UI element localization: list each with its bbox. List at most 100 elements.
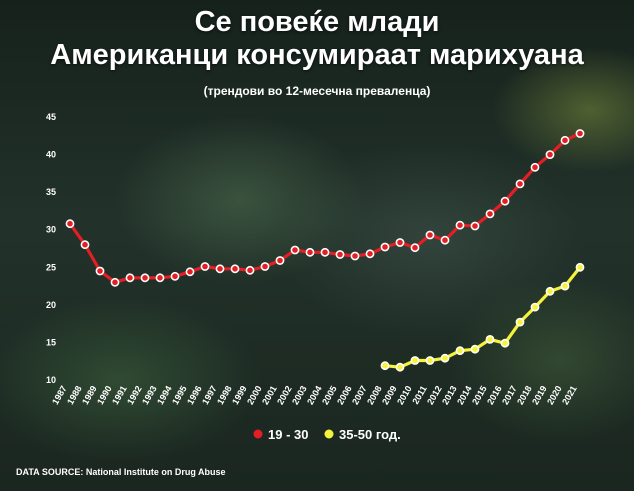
x-tick-label: 1996 bbox=[185, 384, 204, 406]
data-point bbox=[455, 346, 465, 356]
x-tick-label: 2019 bbox=[530, 384, 549, 406]
x-tick-label: 2000 bbox=[245, 384, 264, 406]
x-tick-label: 2004 bbox=[305, 384, 324, 406]
data-source-note: DATA SOURCE: National Institute on Drug … bbox=[16, 467, 226, 477]
data-point bbox=[125, 273, 135, 283]
data-point bbox=[485, 334, 495, 344]
x-tick-label: 2014 bbox=[455, 384, 474, 406]
data-point bbox=[320, 247, 330, 257]
data-point bbox=[470, 221, 480, 231]
data-point bbox=[185, 267, 195, 277]
data-point bbox=[200, 262, 210, 271]
data-point bbox=[170, 271, 180, 281]
x-tick-label: 2008 bbox=[365, 384, 384, 406]
x-tick-label: 2013 bbox=[440, 384, 459, 406]
data-point bbox=[380, 242, 390, 252]
y-tick-label: 45 bbox=[46, 112, 56, 122]
y-tick-label: 40 bbox=[46, 150, 56, 160]
data-point bbox=[380, 361, 390, 371]
data-point bbox=[395, 238, 405, 247]
x-tick-label: 2005 bbox=[320, 384, 339, 406]
data-point bbox=[110, 277, 120, 287]
data-point bbox=[560, 281, 570, 291]
data-point bbox=[440, 353, 450, 363]
x-tick-label: 2016 bbox=[485, 384, 504, 406]
data-point bbox=[515, 179, 525, 189]
y-tick-label: 25 bbox=[46, 262, 56, 272]
x-tick-label: 2010 bbox=[395, 384, 414, 406]
data-point bbox=[140, 273, 150, 283]
data-point bbox=[290, 245, 300, 255]
data-point bbox=[260, 262, 270, 271]
x-tick-label: 1997 bbox=[200, 384, 219, 406]
data-point bbox=[455, 220, 465, 230]
chart-title-line-2: Американци консумираат марихуана bbox=[50, 39, 584, 71]
data-point bbox=[410, 243, 420, 253]
x-tick-label: 2020 bbox=[545, 384, 564, 406]
legend-label: 35-50 год. bbox=[339, 427, 401, 442]
x-tick-label: 2002 bbox=[275, 384, 294, 406]
x-tick-label: 1990 bbox=[95, 384, 114, 406]
chart-subtitle: (трендови во 12-месечна преваленца) bbox=[203, 84, 431, 98]
series-1 bbox=[65, 129, 585, 287]
data-point bbox=[335, 250, 345, 259]
y-tick-label: 35 bbox=[46, 187, 56, 197]
data-point bbox=[575, 129, 585, 138]
data-point bbox=[425, 356, 435, 365]
data-point bbox=[350, 251, 360, 261]
data-point bbox=[245, 265, 255, 275]
data-point bbox=[530, 302, 540, 312]
x-tick-label: 1995 bbox=[170, 384, 189, 406]
chart-title: Се повеќе млади Американци консумираат ма… bbox=[0, 6, 634, 72]
data-point bbox=[500, 196, 510, 206]
data-point bbox=[485, 209, 495, 219]
data-point bbox=[215, 264, 225, 274]
y-tick-label: 15 bbox=[46, 337, 56, 347]
data-point bbox=[230, 264, 240, 274]
x-tick-label: 2021 bbox=[560, 384, 579, 406]
chart-title-line-1: Се повеќе млади bbox=[194, 6, 440, 38]
series-layer bbox=[65, 129, 585, 372]
series-line bbox=[384, 266, 582, 369]
data-point bbox=[275, 256, 285, 265]
y-tick-label: 20 bbox=[46, 300, 56, 310]
data-point bbox=[365, 249, 375, 259]
x-tick-label: 1989 bbox=[80, 384, 99, 406]
x-tick-label: 2017 bbox=[500, 384, 519, 406]
x-tick-label: 1992 bbox=[125, 384, 144, 406]
x-tick-label: 1994 bbox=[155, 384, 174, 406]
legend-swatch bbox=[253, 429, 263, 439]
data-point bbox=[410, 356, 420, 365]
data-point bbox=[80, 240, 90, 250]
series-2 bbox=[380, 262, 585, 372]
data-point bbox=[305, 247, 315, 257]
series-line bbox=[68, 132, 581, 284]
x-tick-label: 1991 bbox=[110, 384, 129, 406]
x-tick-label: 1993 bbox=[140, 384, 159, 406]
x-tick-label: 2009 bbox=[380, 384, 399, 406]
data-point bbox=[515, 317, 525, 327]
x-axis: 1987198819891990199119921993199419951996… bbox=[50, 384, 579, 406]
x-tick-label: 2015 bbox=[470, 384, 489, 406]
data-point bbox=[440, 235, 450, 245]
data-point bbox=[545, 150, 555, 159]
legend: 19 - 30 35-50 год. bbox=[253, 427, 401, 442]
x-tick-label: 2018 bbox=[515, 384, 534, 406]
data-point bbox=[95, 266, 105, 276]
x-tick-label: 1998 bbox=[215, 384, 234, 406]
x-tick-label: 2001 bbox=[260, 384, 279, 406]
y-tick-label: 10 bbox=[46, 375, 56, 385]
x-tick-label: 2003 bbox=[290, 384, 309, 406]
x-tick-label: 2006 bbox=[335, 384, 354, 406]
y-tick-label: 30 bbox=[46, 225, 56, 235]
data-point bbox=[395, 362, 405, 372]
x-tick-label: 2007 bbox=[350, 384, 369, 406]
x-tick-label: 1999 bbox=[230, 384, 249, 406]
data-point bbox=[530, 162, 540, 172]
data-point bbox=[425, 230, 435, 240]
data-point bbox=[545, 286, 555, 296]
x-tick-label: 2012 bbox=[425, 384, 444, 406]
data-point bbox=[560, 135, 570, 145]
